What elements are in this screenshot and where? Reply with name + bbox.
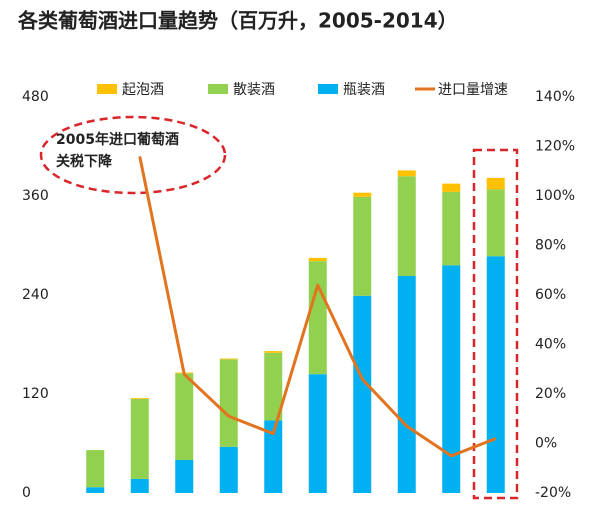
- y-tick-label: 480: [22, 89, 49, 105]
- y2-tick-label: 120%: [535, 139, 575, 155]
- bar: [264, 420, 283, 493]
- y2-tick-label: 80%: [535, 238, 566, 254]
- bar: [353, 295, 372, 493]
- bar: [442, 265, 461, 493]
- bar: [86, 487, 105, 493]
- legend-label: 散装酒: [233, 82, 275, 98]
- bar: [353, 196, 372, 296]
- bar: [175, 373, 194, 460]
- chart-title: 各类葡萄酒进口量趋势（百万升，2005-2014）: [17, 9, 458, 33]
- bar: [486, 189, 505, 257]
- bar: [130, 398, 149, 399]
- bar: [86, 450, 105, 488]
- annotation: 关税下降: [56, 153, 113, 170]
- y2-tick-label: 100%: [535, 188, 575, 204]
- legend-label: 起泡酒: [122, 82, 164, 98]
- y2-tick-label: -20%: [535, 485, 571, 501]
- bar: [219, 359, 238, 447]
- bar: [397, 170, 416, 177]
- bar: [442, 183, 461, 192]
- bar: [397, 176, 416, 277]
- annotation: 2005年进口葡萄酒: [56, 131, 179, 148]
- y2-tick-label: 40%: [535, 337, 566, 353]
- legend-swatch: [318, 84, 338, 94]
- line-series: [138, 156, 497, 458]
- annotation-ellipse: [39, 115, 227, 195]
- legend-label: 瓶装酒: [343, 82, 385, 98]
- y2-tick-label: 20%: [535, 386, 566, 402]
- y-tick-label: 360: [22, 188, 49, 204]
- bar: [308, 374, 327, 493]
- bar: [264, 351, 283, 353]
- y2-tick-label: 140%: [535, 89, 575, 105]
- y2-tick-label: 0%: [535, 436, 557, 452]
- bar: [219, 358, 238, 360]
- y2-tick-label: 60%: [535, 287, 566, 303]
- legend-swatch: [97, 84, 117, 94]
- y-tick-label: 120: [22, 386, 49, 402]
- bar: [308, 261, 327, 375]
- legend-label: 进口量增速: [438, 82, 508, 98]
- bar: [130, 398, 149, 479]
- bar: [353, 192, 372, 197]
- bar: [486, 177, 505, 190]
- y-tick-label: 0: [22, 485, 31, 501]
- legend-swatch: [208, 84, 228, 94]
- bar: [219, 446, 238, 493]
- y-tick-label: 240: [22, 287, 49, 303]
- bar: [308, 257, 327, 262]
- bar: [264, 352, 283, 421]
- bar: [397, 276, 416, 493]
- bar: [175, 460, 194, 493]
- bar: [486, 256, 505, 493]
- bar: [442, 191, 461, 266]
- bar: [130, 478, 149, 493]
